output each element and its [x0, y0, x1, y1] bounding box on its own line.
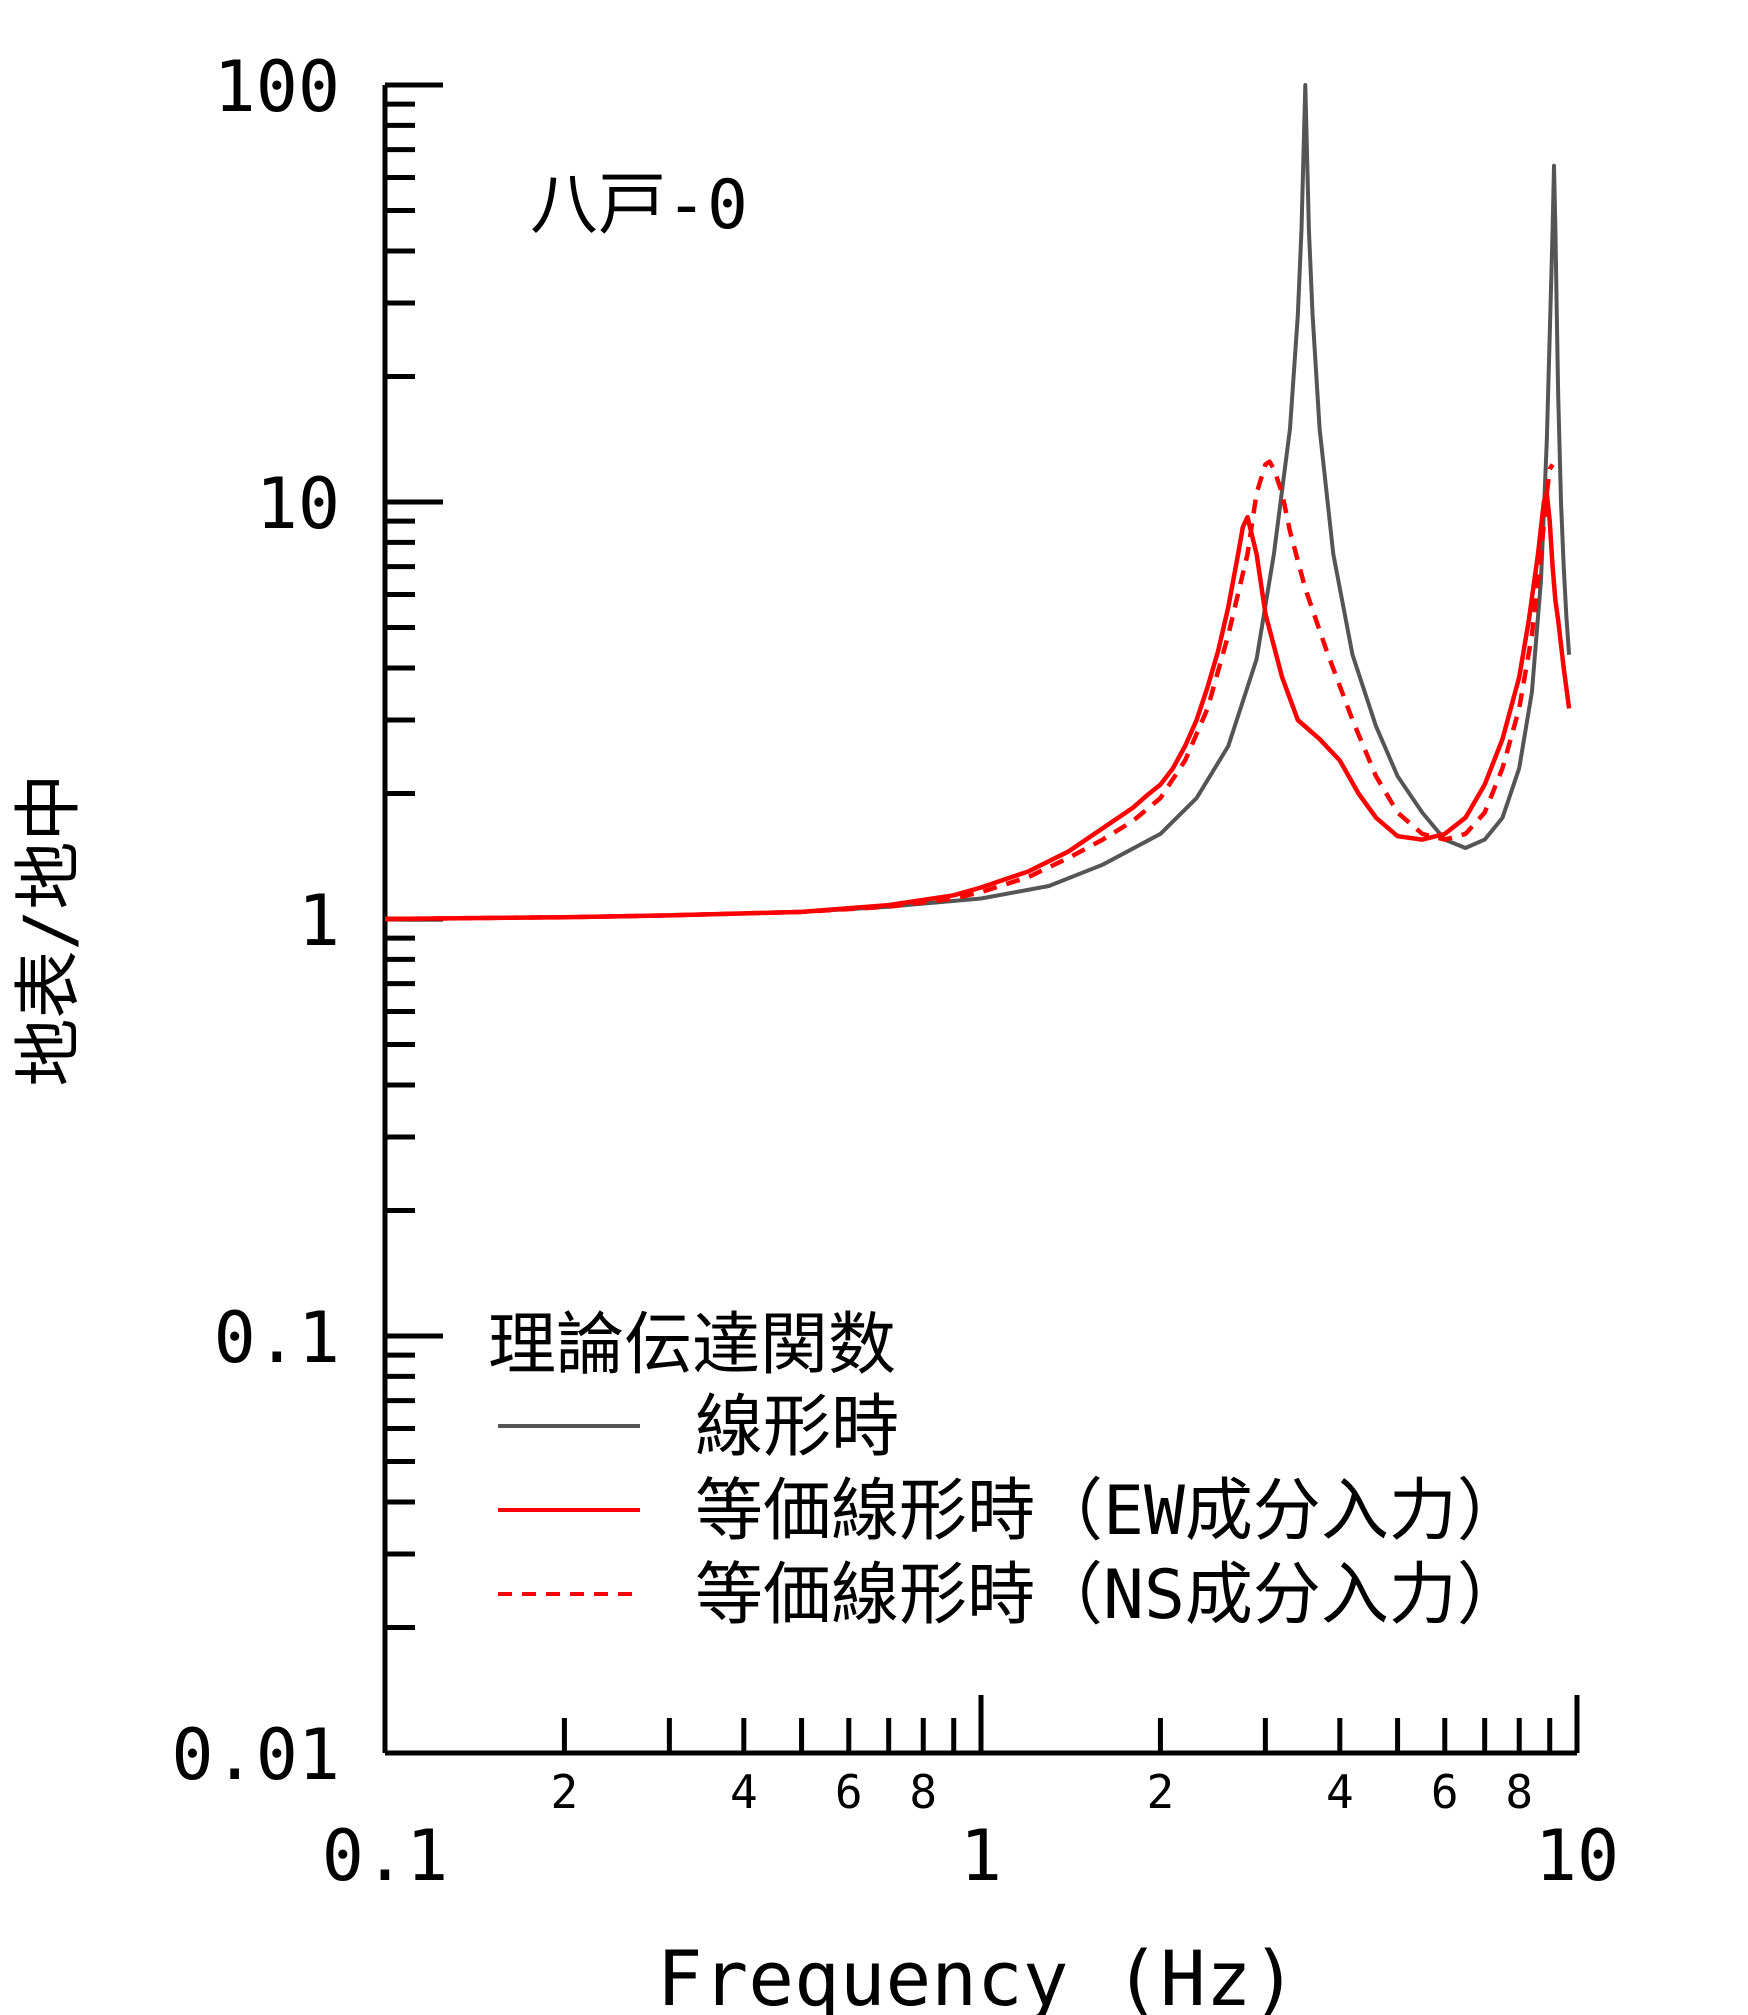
x-axis-label: Frequency (Hz) — [657, 1934, 1298, 2015]
y-major-tick-label: 0.1 — [214, 1297, 340, 1379]
x-minor-tick-label: 4 — [1326, 1765, 1354, 1819]
y-major-tick-label: 1 — [298, 880, 340, 962]
series-line-1 — [384, 490, 1572, 922]
series-line-2 — [384, 459, 1555, 922]
y-axis-label: 地表/地中 — [10, 774, 89, 1087]
chart-annotation: 八戸-0 — [530, 166, 748, 245]
legend: 理論伝達関数 線形時 等価線形時（EW成分入力） 等価線形時（NS成分入力） — [488, 1306, 1525, 1635]
x-minor-tick-label: 4 — [730, 1765, 758, 1819]
legend-label-ns: 等価線形時（NS成分入力） — [695, 1556, 1525, 1635]
legend-label-ew: 等価線形時（EW成分入力） — [695, 1472, 1525, 1551]
x-minor-tick-label: 8 — [1505, 1765, 1533, 1819]
x-minor-tick-label: 2 — [551, 1765, 579, 1819]
y-major-tick-label: 0.01 — [171, 1714, 340, 1796]
x-minor-tick-label: 2 — [1147, 1765, 1175, 1819]
series-line-0 — [384, 83, 1572, 921]
x-major-tick-label: 10 — [1535, 1815, 1619, 1897]
x-minor-tick-label: 6 — [1431, 1765, 1459, 1819]
legend-label-linear: 線形時 — [695, 1388, 899, 1467]
x-major-tick-label: 1 — [960, 1815, 1002, 1897]
legend-title: 理論伝達関数 — [488, 1306, 896, 1385]
x-major-tick-label: 0.1 — [322, 1815, 448, 1897]
x-minor-tick-label: 6 — [835, 1765, 863, 1819]
y-major-tick-label: 10 — [256, 463, 340, 545]
plot-lines — [384, 83, 1572, 922]
y-major-tick-label: 100 — [214, 46, 340, 128]
x-minor-tick-label: 8 — [909, 1765, 937, 1819]
